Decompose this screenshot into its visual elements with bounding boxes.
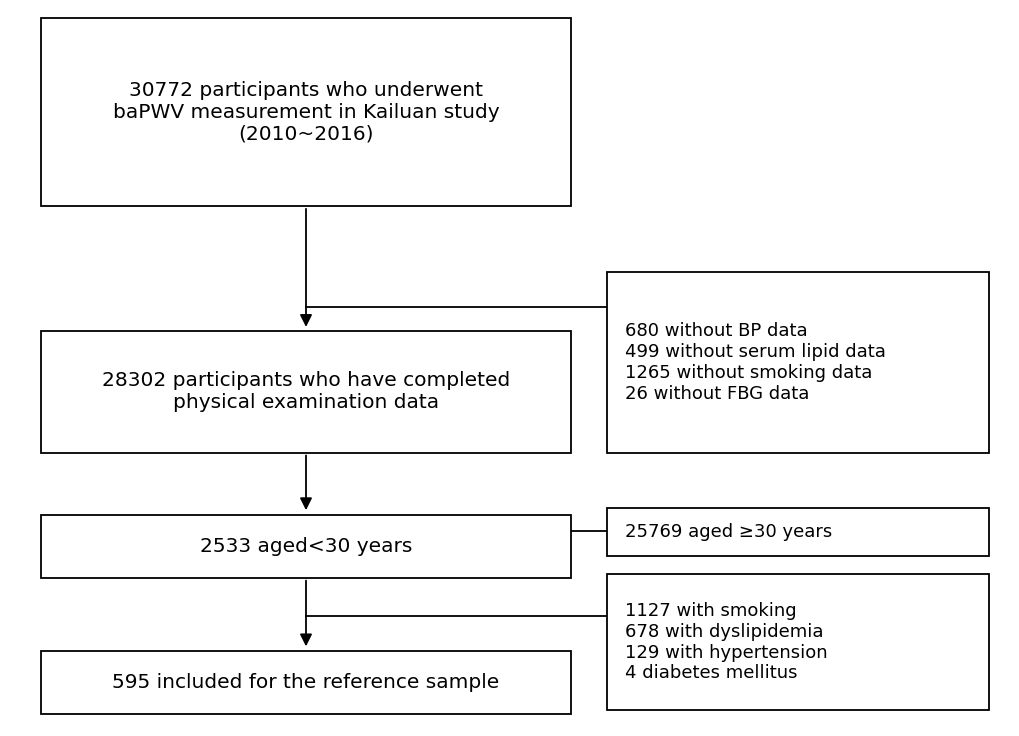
Text: 1127 with smoking
678 with dyslipidemia
129 with hypertension
4 diabetes mellitu: 1127 with smoking 678 with dyslipidemia … [625, 602, 827, 682]
Text: 680 without BP data
499 without serum lipid data
1265 without smoking data
26 wi: 680 without BP data 499 without serum li… [625, 322, 886, 403]
FancyBboxPatch shape [41, 331, 571, 453]
Text: 25769 aged ≥30 years: 25769 aged ≥30 years [625, 523, 832, 541]
FancyBboxPatch shape [41, 18, 571, 206]
Text: 28302 participants who have completed
physical examination data: 28302 participants who have completed ph… [102, 372, 510, 412]
Text: 30772 participants who underwent
baPWV measurement in Kailuan study
(2010~2016): 30772 participants who underwent baPWV m… [112, 81, 499, 144]
FancyBboxPatch shape [41, 651, 571, 714]
Text: 595 included for the reference sample: 595 included for the reference sample [112, 673, 499, 692]
Text: 2533 aged<30 years: 2533 aged<30 years [200, 537, 412, 556]
FancyBboxPatch shape [606, 272, 988, 453]
FancyBboxPatch shape [41, 515, 571, 578]
FancyBboxPatch shape [606, 508, 988, 556]
FancyBboxPatch shape [606, 574, 988, 710]
